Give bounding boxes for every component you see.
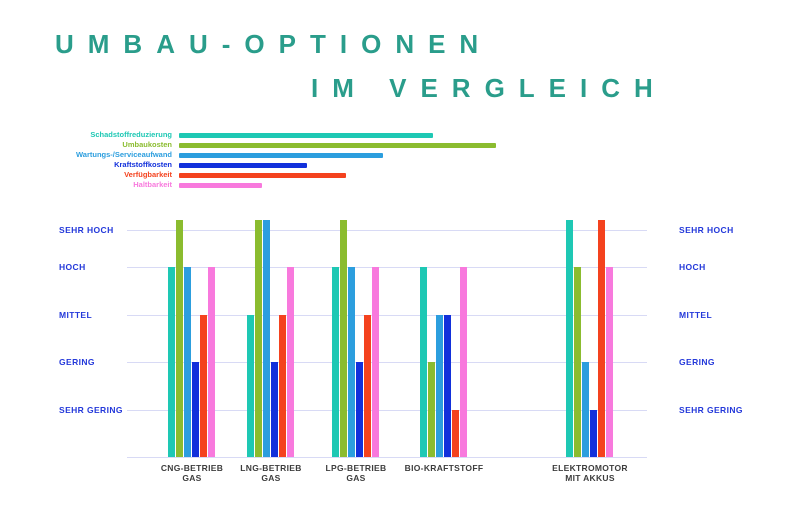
bar-kraftstoffkosten [192,362,200,457]
x-axis-category-label: ELEKTROMOTOR MIT AKKUS [530,463,650,483]
legend-label: Schadstoffreduzierung [90,130,172,139]
bar-haltbarkeit [287,267,295,457]
bar-schadstoffreduzierung [419,267,427,457]
bar-verf-gbarkeit [598,220,606,457]
bar-umbaukosten [339,220,347,457]
bar-wartungs-serviceaufwand [348,267,355,457]
bar-schadstoffreduzierung [331,267,339,457]
legend-swatch-bar [179,142,496,148]
legend-swatch-bar [179,162,307,168]
y-axis-label-right: HOCH [679,262,706,272]
y-axis-label-left: SEHR GERING [59,405,123,415]
grid-line [127,315,647,316]
bar-wartungs-serviceaufwand [184,267,191,457]
legend-swatch-bar [179,182,262,188]
bar-kraftstoffkosten [356,362,364,457]
bar-haltbarkeit [208,267,216,457]
category-label-line: GAS [261,473,281,483]
bar-haltbarkeit [606,267,614,457]
bar-umbaukosten [175,220,183,457]
legend-row: Verfügbarkeit [0,170,794,180]
x-axis-category-label: LPG-BETRIEB GAS [296,463,416,483]
x-axis-category-label: CNG-BETRIEB GAS [132,463,252,483]
y-axis-label-right: SEHR HOCH [679,225,734,235]
bar-verf-gbarkeit [452,410,460,457]
y-axis-label-right: MITTEL [679,310,713,320]
x-axis-category-label: BIO-KRAFTSTOFF [384,463,504,473]
bar-schadstoffreduzierung [246,315,254,457]
bar-kraftstoffkosten [271,362,279,457]
bar-verf-gbarkeit [364,315,372,457]
legend-label: Verfügbarkeit [124,170,172,179]
y-axis-label-right: GERING [679,357,715,367]
legend-row: Schadstoffreduzierung [0,130,794,140]
legend-row: Haltbarkeit [0,180,794,190]
bar-umbaukosten [573,267,581,457]
x-axis-category-label: LNG-BETRIEB GAS [211,463,331,483]
category-label-line: LNG-BETRIEB [240,463,302,473]
legend-label: Umbaukosten [122,140,172,149]
legend-label: Kraftstoffkosten [114,160,172,169]
y-axis-label-left: SEHR HOCH [59,225,114,235]
grid-line [127,362,647,363]
legend-row: Wartungs-/Serviceaufwand [0,150,794,160]
legend-label: Haltbarkeit [133,180,172,189]
title-line-1: UMBAU-OPTIONEN [55,29,493,59]
category-label-line: ELEKTROMOTOR [552,463,628,473]
bar-verf-gbarkeit [279,315,287,457]
legend-swatch-bar [179,172,346,178]
legend-label: Wartungs-/Serviceaufwand [76,150,172,159]
bar-haltbarkeit [372,267,380,457]
category-label-line: CNG-BETRIEB [160,463,224,473]
bar-wartungs-serviceaufwand [436,315,443,457]
bar-schadstoffreduzierung [565,220,573,457]
bar-haltbarkeit [460,267,468,457]
legend-row: Kraftstoffkosten [0,160,794,170]
bar-wartungs-serviceaufwand [263,220,270,457]
legend-row: Umbaukosten [0,140,794,150]
grid-line [127,410,647,411]
category-label-line: GAS [346,473,366,483]
category-label-line: MIT AKKUS [565,473,615,483]
bar-kraftstoffkosten [444,315,452,457]
category-label-line: LPG-BETRIEB [325,463,387,473]
y-axis-label-left: HOCH [59,262,86,272]
legend-swatch-bar [179,152,383,158]
bar-wartungs-serviceaufwand [582,362,589,457]
bar-kraftstoffkosten [590,410,598,457]
title-line-2: IM VERGLEICH [311,73,667,103]
grid-line [127,457,647,458]
grid-line [127,267,647,268]
category-label-line: BIO-KRAFTSTOFF [404,463,484,473]
bar-schadstoffreduzierung [167,267,175,457]
y-axis-label-left: MITTEL [59,310,93,320]
bar-umbaukosten [427,362,435,457]
y-axis-label-left: GERING [59,357,95,367]
grid-line [127,230,647,231]
bar-verf-gbarkeit [200,315,208,457]
bar-umbaukosten [254,220,262,457]
category-label-line: GAS [182,473,202,483]
y-axis-label-right: SEHR GERING [679,405,743,415]
legend-swatch-bar [179,132,433,138]
